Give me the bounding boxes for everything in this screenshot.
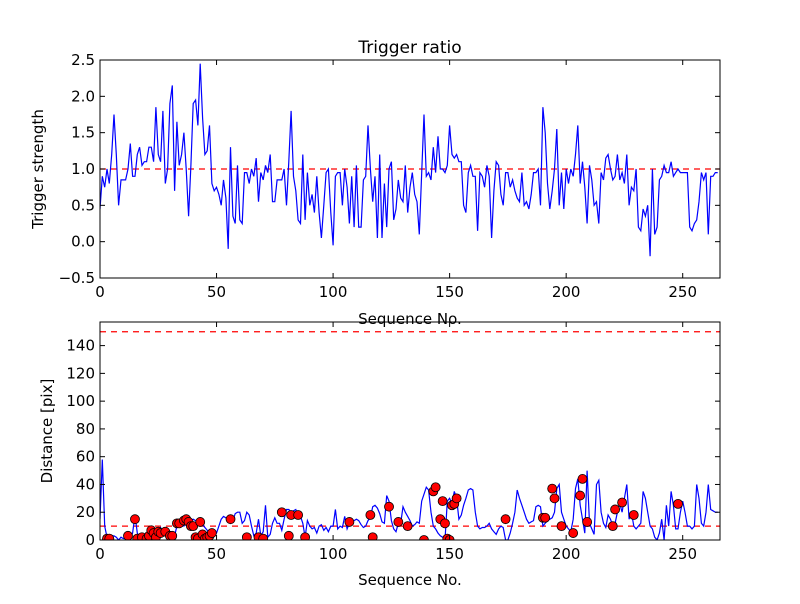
top-x-axis-label: Sequence No. — [358, 310, 462, 328]
y-tick-label: −0.5 — [59, 269, 95, 287]
data-point-marker — [241, 532, 252, 540]
x-tick-label: 0 — [95, 545, 105, 563]
x-tick-label: 50 — [207, 283, 226, 301]
data-point-marker — [365, 510, 376, 520]
y-tick-label: 40 — [76, 475, 95, 493]
data-point-marker — [549, 493, 560, 504]
data-point-marker — [540, 512, 551, 523]
data-point-marker — [575, 490, 586, 501]
data-point-marker — [276, 507, 287, 518]
series-line — [100, 63, 718, 257]
data-point-marker — [130, 514, 140, 525]
data-point-marker — [384, 501, 394, 512]
y-tick-label: 20 — [76, 503, 95, 521]
data-point-marker — [206, 528, 217, 538]
bottom-y-axis-label: Distance [pix] — [38, 379, 56, 484]
data-point-marker — [568, 528, 579, 538]
data-point-marker — [123, 530, 133, 540]
data-point-marker — [430, 482, 441, 493]
data-point-marker — [393, 517, 404, 527]
x-tick-label: 100 — [319, 545, 348, 563]
y-tick-label: 60 — [76, 448, 95, 466]
data-point-marker — [628, 510, 639, 520]
data-point-marker — [195, 517, 206, 527]
data-point-marker — [607, 521, 618, 532]
top-chart-title: Trigger ratio — [357, 38, 461, 58]
x-tick-label: 250 — [668, 545, 697, 563]
data-point-marker — [225, 514, 236, 525]
data-point-marker — [293, 510, 304, 520]
data-point-marker — [167, 530, 178, 540]
x-tick-label: 0 — [95, 283, 105, 301]
top-y-axis-label: Trigger strength — [29, 109, 47, 230]
bottom-axes-distance: Sequence No. Distance [pix] 0 50 100 150 200… — [38, 321, 721, 589]
data-point-marker — [402, 521, 413, 532]
data-point-marker — [104, 533, 115, 540]
y-tick-label: 120 — [66, 364, 95, 382]
data-point-marker — [577, 474, 588, 484]
data-point-marker — [258, 533, 269, 540]
data-point-marker — [582, 517, 593, 527]
data-point-marker — [547, 483, 558, 494]
axes-frame — [99, 321, 721, 541]
y-tick-label: 0 — [85, 531, 95, 549]
data-point-marker — [300, 532, 311, 540]
y-tick-label: 140 — [66, 337, 95, 355]
x-tick-label: 250 — [668, 283, 697, 301]
y-tick-label: 100 — [66, 392, 95, 410]
data-point-marker — [344, 517, 355, 527]
data-point-marker — [617, 497, 628, 508]
data-point-marker — [451, 493, 462, 504]
y-tick-label: 0.0 — [71, 233, 95, 251]
data-point-marker — [437, 496, 448, 507]
x-tick-label: 150 — [435, 283, 464, 301]
x-tick-label: 100 — [319, 283, 348, 301]
x-tick-label: 200 — [552, 283, 581, 301]
data-point-marker — [673, 498, 683, 509]
bottom-x-axis-label: Sequence No. — [358, 571, 462, 589]
y-tick-label: 0.5 — [71, 196, 95, 214]
data-point-marker — [610, 504, 621, 515]
top-axes-trigger-ratio: Trigger ratio Sequence No. Trigger stren… — [29, 38, 721, 328]
y-tick-label: 1.0 — [71, 160, 95, 178]
data-point-marker — [440, 518, 450, 529]
y-tick-label: 2.0 — [71, 87, 95, 105]
x-tick-label: 50 — [207, 545, 226, 563]
data-point-marker — [419, 535, 429, 540]
y-tick-label: 80 — [76, 420, 95, 438]
y-tick-label: 1.5 — [71, 124, 95, 142]
data-point-marker — [500, 514, 511, 525]
data-point-marker — [367, 532, 378, 540]
y-tick-label: 2.5 — [71, 51, 95, 69]
data-point-marker — [283, 530, 294, 540]
data-point-marker — [556, 521, 567, 532]
x-tick-label: 200 — [552, 545, 581, 563]
x-tick-label: 150 — [435, 545, 464, 563]
